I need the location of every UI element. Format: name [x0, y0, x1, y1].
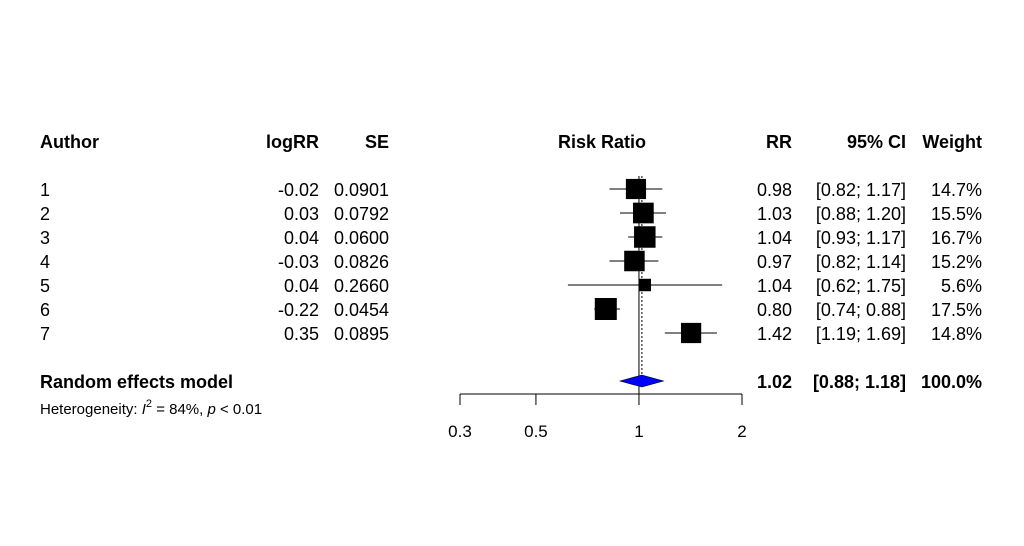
- header-rr: RR: [766, 132, 792, 152]
- study-weight: 14.7%: [931, 180, 982, 200]
- pooled-ci: [0.88; 1.18]: [813, 372, 906, 392]
- heterogeneity-p-value: < 0.01: [216, 401, 262, 418]
- study-se: 0.2660: [334, 276, 389, 296]
- study-author: 4: [40, 252, 50, 272]
- study-rows: 1 -0.02 0.0901 0.98 [0.82; 1.17] 14.7% 2 0.03 0.…: [40, 180, 982, 344]
- x-axis-tick-label: 0.3: [448, 422, 472, 441]
- study-square-marker: [634, 226, 656, 248]
- heterogeneity-p: p: [206, 401, 215, 418]
- study-se: 0.0454: [334, 300, 389, 320]
- study-se: 0.0901: [334, 180, 389, 200]
- study-weight: 5.6%: [941, 276, 982, 296]
- study-square-marker: [594, 298, 617, 320]
- study-logrr: 0.04: [284, 276, 319, 296]
- study-square-marker: [680, 322, 702, 344]
- study-ci: [0.88; 1.20]: [816, 204, 906, 224]
- study-author: 2: [40, 204, 50, 224]
- study-author: 6: [40, 300, 50, 320]
- study-square-marker: [624, 250, 645, 272]
- study-author: 3: [40, 228, 50, 248]
- study-weight: 14.8%: [931, 324, 982, 344]
- header-se: SE: [365, 132, 389, 152]
- header-author: Author: [40, 132, 99, 152]
- header-logrr: logRR: [266, 132, 319, 152]
- study-rr: 0.80: [757, 300, 792, 320]
- study-rr: 0.97: [757, 252, 792, 272]
- pooled-diamond: [618, 374, 665, 388]
- study-ci: [0.82; 1.17]: [816, 180, 906, 200]
- heterogeneity-stat: I: [142, 401, 146, 418]
- study-logrr: 0.35: [284, 324, 319, 344]
- x-axis-tick-label: 2: [737, 422, 746, 441]
- study-ci: [0.82; 1.14]: [816, 252, 906, 272]
- study-ci: [0.74; 0.88]: [816, 300, 906, 320]
- study-logrr: 0.03: [284, 204, 319, 224]
- study-logrr: -0.03: [278, 252, 319, 272]
- study-se: 0.0826: [334, 252, 389, 272]
- study-author: 5: [40, 276, 50, 296]
- study-weight: 17.5%: [931, 300, 982, 320]
- heterogeneity-prefix: Heterogeneity:: [40, 401, 142, 418]
- heterogeneity-mid: = 84%,: [152, 401, 207, 418]
- study-rr: 1.42: [757, 324, 792, 344]
- study-rr: 0.98: [757, 180, 792, 200]
- study-weight: 15.2%: [931, 252, 982, 272]
- study-se: 0.0600: [334, 228, 389, 248]
- heterogeneity-sup: 2: [146, 398, 152, 410]
- x-axis-tick-label: 1: [634, 422, 643, 441]
- pooled-label: Random effects model: [40, 372, 233, 392]
- study-rr: 1.04: [757, 276, 792, 296]
- pooled-weight: 100.0%: [921, 372, 982, 392]
- study-weight: 15.5%: [931, 204, 982, 224]
- study-square-marker: [633, 202, 654, 224]
- header-weight: Weight: [922, 132, 982, 152]
- plot-marks: [567, 176, 723, 394]
- study-se: 0.0792: [334, 204, 389, 224]
- x-axis-tick-label: 0.5: [524, 422, 548, 441]
- study-ci: [0.62; 1.75]: [816, 276, 906, 296]
- study-se: 0.0895: [334, 324, 389, 344]
- study-rr: 1.04: [757, 228, 792, 248]
- study-square-marker: [625, 178, 647, 200]
- study-square-marker: [638, 278, 652, 292]
- header-plot: Risk Ratio: [558, 132, 646, 152]
- heterogeneity-text: Heterogeneity: I2 = 84%, p < 0.01: [40, 398, 262, 418]
- study-ci: [0.93; 1.17]: [816, 228, 906, 248]
- study-author: 7: [40, 324, 50, 344]
- pooled-rr: 1.02: [757, 372, 792, 392]
- x-axis: 0.3 0.5 1 2: [448, 393, 747, 441]
- study-logrr: 0.04: [284, 228, 319, 248]
- study-logrr: -0.22: [278, 300, 319, 320]
- study-logrr: -0.02: [278, 180, 319, 200]
- study-ci: [1.19; 1.69]: [816, 324, 906, 344]
- study-author: 1: [40, 180, 50, 200]
- study-rr: 1.03: [757, 204, 792, 224]
- study-weight: 16.7%: [931, 228, 982, 248]
- header-ci: 95% CI: [847, 132, 906, 152]
